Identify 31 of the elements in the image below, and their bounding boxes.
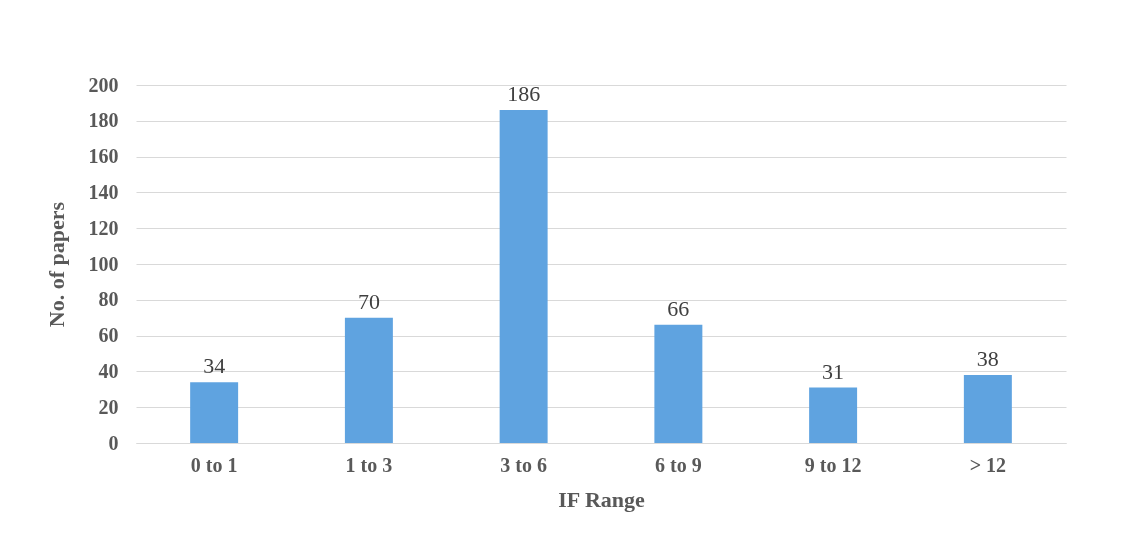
- y-tick-label: 200: [88, 73, 119, 96]
- bar: [190, 382, 239, 443]
- x-tick-label: 0 to 1: [190, 453, 238, 476]
- y-tick-label: 180: [88, 109, 119, 132]
- bar: [654, 324, 703, 443]
- data-label: 34: [203, 353, 226, 379]
- y-axis-title: No. of papers: [43, 201, 69, 328]
- y-tick-label: 160: [88, 145, 119, 168]
- y-tick-label: 120: [88, 216, 119, 239]
- bar: [344, 317, 393, 443]
- y-tick-label: 20: [98, 395, 119, 418]
- y-tick-label: 0: [108, 431, 119, 454]
- bar: [499, 110, 548, 443]
- data-label: 31: [822, 358, 845, 384]
- x-tick-label: 9 to 12: [804, 453, 862, 476]
- y-tick-label: 140: [88, 180, 119, 203]
- bar: [963, 374, 1012, 443]
- x-tick-label: 3 to 6: [500, 453, 547, 476]
- y-tick-label: 100: [88, 252, 119, 275]
- x-tick-label: > 12: [969, 453, 1007, 476]
- x-tick-label: 6 to 9: [655, 453, 702, 476]
- y-tick-label: 80: [98, 288, 119, 311]
- data-label: 66: [667, 295, 690, 321]
- data-label: 70: [357, 288, 380, 314]
- x-axis-title: IF Range: [558, 486, 646, 512]
- y-tick-label: 60: [98, 324, 119, 347]
- data-label: 186: [507, 81, 541, 107]
- x-tick-label: 1 to 3: [345, 453, 393, 476]
- bar: [809, 387, 858, 443]
- y-tick-label: 40: [98, 359, 119, 382]
- data-label: 38: [976, 345, 999, 371]
